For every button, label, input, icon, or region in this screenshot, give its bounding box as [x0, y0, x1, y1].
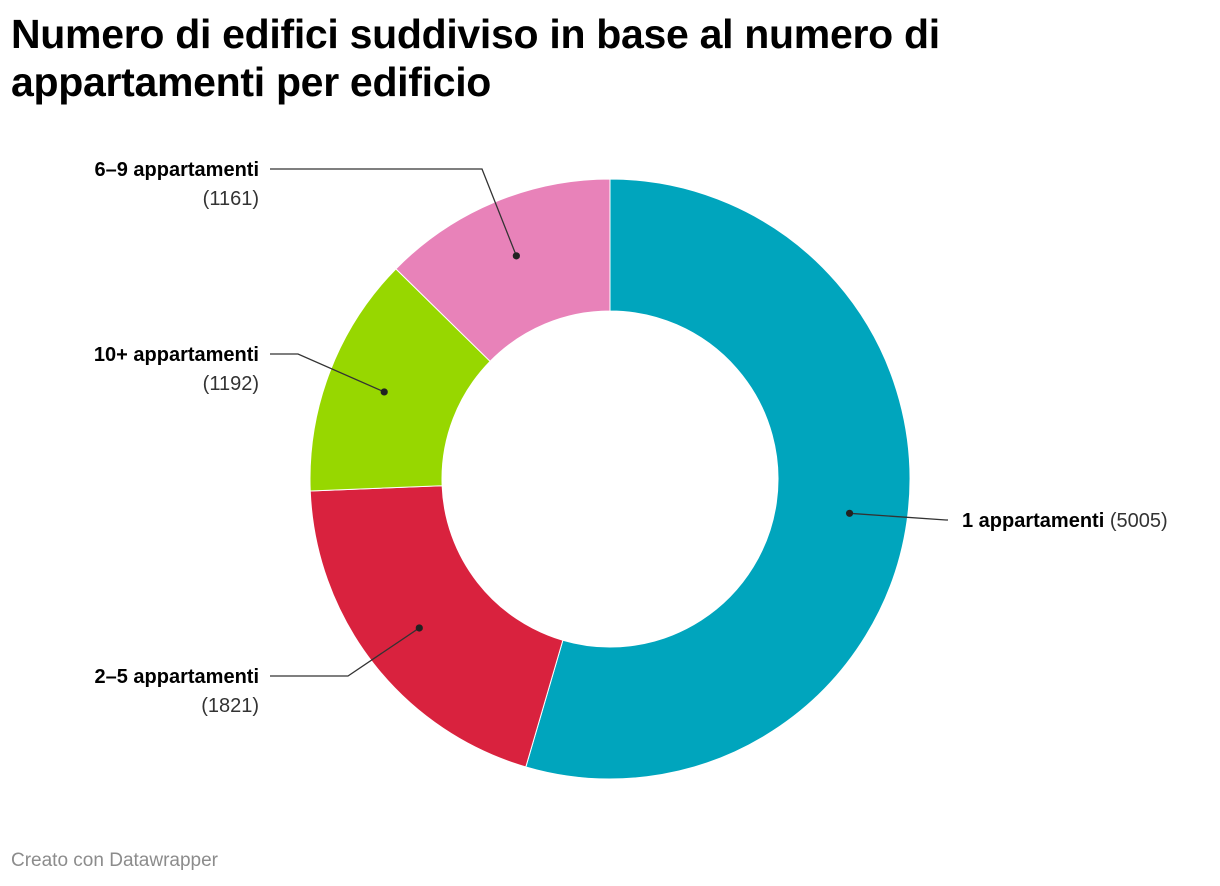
footer-credit: Creato con Datawrapper: [11, 850, 218, 871]
leader-line: [849, 512, 948, 521]
slice-label-name: 10+ appartamenti: [94, 344, 259, 366]
leader-dot: [380, 388, 388, 396]
slice-label-name: 1 appartamenti: [962, 510, 1104, 532]
donut-slice-1-appartamenti: [525, 178, 911, 780]
leader-line: [270, 168, 517, 257]
donut-labels: 1 appartamenti (5005) 2–5 appartamenti (18…: [94, 159, 1168, 717]
donut-slice-6-9-appartamenti: [395, 178, 611, 363]
leader-line: [270, 353, 385, 393]
slice-label-name: 6–9 appartamenti: [94, 159, 259, 181]
slice-label-value: (1821): [201, 695, 259, 717]
leader-dot: [845, 509, 854, 517]
chart-title: Numero di edifici suddiviso in base al n…: [11, 11, 940, 105]
slice-label: 1 appartamenti (5005): [962, 510, 1168, 532]
slice-label-value: (1161): [203, 188, 259, 210]
donut-slice-2-5-appartamenti: [309, 485, 564, 768]
donut-slices: [309, 178, 911, 780]
slice-label-name: 2–5 appartamenti: [94, 666, 259, 688]
slice-label-value: (1192): [203, 373, 259, 395]
leader-dot: [512, 252, 520, 260]
slice-label-value: (5005): [1104, 510, 1167, 532]
leader-line: [270, 627, 420, 677]
leader-dot: [415, 624, 423, 632]
